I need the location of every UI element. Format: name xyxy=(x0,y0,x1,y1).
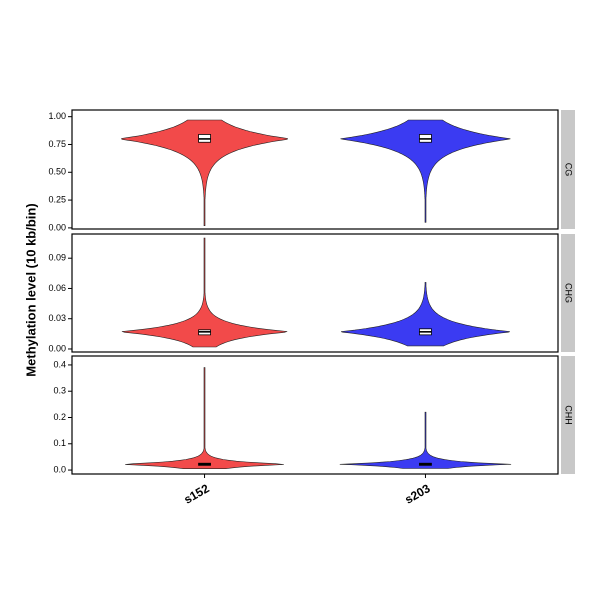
y-tick-label: 0.3 xyxy=(53,386,66,396)
violin xyxy=(121,237,288,348)
violin xyxy=(121,119,288,226)
y-tick-label: 0.09 xyxy=(48,253,66,263)
y-tick-label: 0.25 xyxy=(48,194,66,204)
y-tick-label: 0.4 xyxy=(53,359,66,369)
y-tick-label: 0.1 xyxy=(53,438,66,448)
y-tick-label: 0.75 xyxy=(48,139,66,149)
panel xyxy=(71,355,559,475)
facet-label: CHH xyxy=(564,405,574,425)
panel xyxy=(71,109,559,230)
y-tick-label: 0.03 xyxy=(48,313,66,323)
facet-strip xyxy=(561,234,575,352)
y-tick-label: 0.00 xyxy=(48,222,66,232)
y-axis-label: Methylation level (10 kb/bin) xyxy=(23,203,38,376)
facet-label: CHG xyxy=(564,283,574,303)
y-tick-label: 1.00 xyxy=(48,111,66,121)
violin xyxy=(125,367,284,469)
facet-strip xyxy=(561,110,575,229)
y-tick-label: 0.50 xyxy=(48,167,66,177)
x-tick-label: s152 xyxy=(182,481,212,507)
facet-label: CG xyxy=(564,163,574,177)
y-tick-label: 0.06 xyxy=(48,283,66,293)
y-tick-label: 0.0 xyxy=(53,464,66,474)
x-tick-label: s203 xyxy=(402,481,432,507)
y-tick-label: 0.2 xyxy=(53,412,66,422)
facet-strip xyxy=(561,356,575,474)
violin xyxy=(340,119,511,223)
violin xyxy=(341,282,510,347)
y-tick-label: 0.00 xyxy=(48,343,66,353)
violin xyxy=(339,411,512,469)
